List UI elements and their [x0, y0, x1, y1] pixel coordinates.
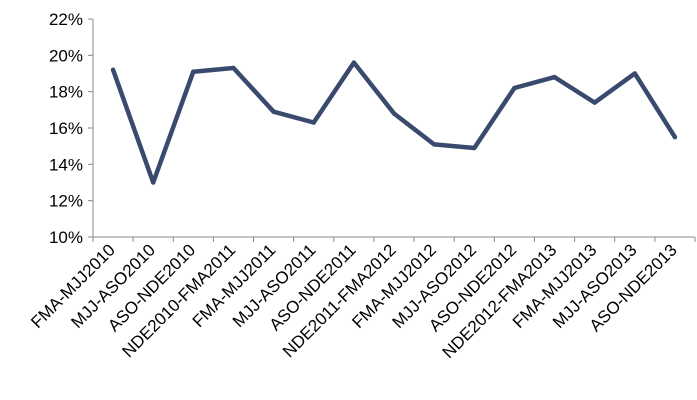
y-tick-label: 10% — [49, 228, 83, 247]
data-point — [592, 100, 597, 105]
y-tick-label: 14% — [49, 155, 83, 174]
data-point — [672, 134, 678, 140]
y-tick-label: 20% — [49, 46, 83, 65]
series-line — [110, 60, 678, 185]
data-point — [231, 65, 236, 71]
data-point — [191, 69, 196, 74]
y-tick-label: 12% — [49, 192, 83, 211]
data-point — [110, 67, 116, 73]
data-point — [151, 180, 156, 185]
y-tick-label: 22% — [49, 10, 83, 29]
data-point — [472, 145, 477, 151]
data-point — [391, 111, 397, 116]
data-point — [431, 142, 437, 147]
y-tick-label: 18% — [49, 83, 83, 102]
data-point — [311, 120, 316, 125]
data-point — [552, 74, 557, 80]
y-tick-label: 16% — [49, 119, 83, 138]
y-axis: 10% 12% 14% 16% 18% 20% 22% — [49, 10, 94, 247]
series-group — [110, 60, 678, 185]
x-axis: FMA-MJJ2010MJJ-ASO2010ASO-NDE2010NDE2010… — [27, 236, 696, 362]
data-point — [271, 109, 276, 114]
data-point — [351, 60, 357, 65]
data-point — [512, 85, 517, 91]
data-point — [632, 71, 637, 76]
